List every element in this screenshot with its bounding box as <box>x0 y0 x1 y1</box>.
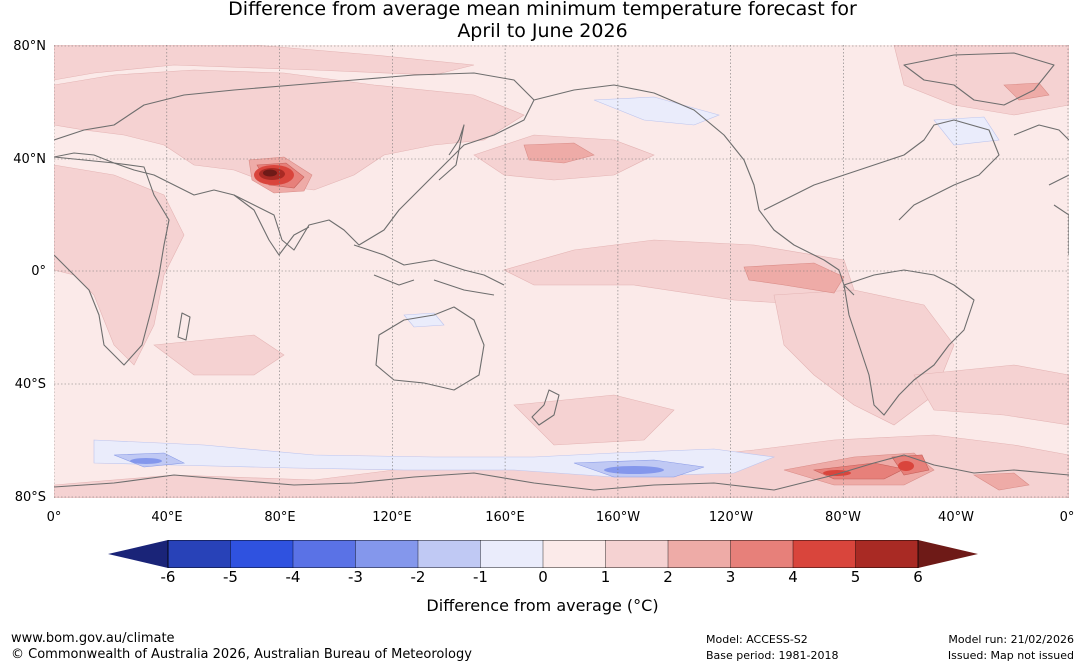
coastline-japan <box>438 124 465 181</box>
colorbar-segment <box>292 540 357 568</box>
hotspot-tibet-core <box>263 169 277 177</box>
lat-label-80s: 80°S <box>14 490 46 505</box>
colorbar-tick-label: 1 <box>600 568 611 586</box>
lon-label-0-east: 0° <box>1059 510 1075 525</box>
anomaly-east-pacific-core <box>743 262 845 294</box>
colorbar-tick-label: 2 <box>663 568 673 586</box>
colorbar-segment <box>417 540 482 568</box>
colorbar-tick-label: 0 <box>538 568 548 586</box>
lon-label-120w: 120°W <box>708 510 754 525</box>
colorbar <box>108 540 978 568</box>
coastline-madagascar <box>177 312 191 341</box>
coastline-greenland <box>903 52 1055 106</box>
colorbar-segment <box>667 540 732 568</box>
website-link[interactable]: www.bom.gov.au/climate <box>11 631 175 646</box>
colorbar-tick-label: -2 <box>410 568 426 586</box>
issued-status: Issued: Map not issued <box>947 649 1074 662</box>
forecast-map[interactable] <box>54 45 1069 498</box>
colorbar-segment <box>855 540 919 568</box>
lon-label-120e: 120°E <box>372 510 412 525</box>
colorbar-label: Difference from average (°C) <box>426 596 659 615</box>
lon-label-0: 0° <box>46 510 62 525</box>
lat-label-80n: 80°N <box>13 39 46 54</box>
lat-label-40s: 40°S <box>14 377 46 392</box>
anomaly-southern-indian <box>153 334 285 376</box>
coastline-africa <box>54 156 170 366</box>
colorbar-tick-label: 3 <box>725 568 736 586</box>
colorbar-segment <box>480 540 544 568</box>
lon-label-160e: 160°E <box>485 510 525 525</box>
base-period: Base period: 1981-2018 <box>706 649 839 662</box>
lat-label-40n: 40°N <box>13 152 46 167</box>
colorbar-tick-label: 5 <box>850 568 861 586</box>
coastline-antarctica <box>54 454 1069 491</box>
colorbar-tick-label: -5 <box>223 568 238 586</box>
anomaly-south-atlantic <box>913 364 1069 426</box>
colorbar-tick-label: -1 <box>473 568 488 586</box>
anomaly-east-of-nz <box>513 394 675 446</box>
anomaly-europe-asia <box>54 69 525 191</box>
colorbar-tick-label: -6 <box>160 568 176 586</box>
copyright-text: © Commonwealth of Australia 2026, Austra… <box>11 647 472 662</box>
map-title-line-1: Difference from average mean minimum tem… <box>228 0 857 20</box>
colorbar-segment <box>792 540 857 568</box>
colorbar-segment <box>730 540 794 568</box>
colorbar-tick-label: -3 <box>348 568 363 586</box>
anomaly-africa <box>54 164 185 366</box>
coastline-new-zealand <box>531 389 560 426</box>
anomaly-antarctic-ring <box>54 434 1069 498</box>
coastline-north-america <box>533 84 1000 296</box>
colorbar-segment <box>605 540 669 568</box>
colorbar-low-extend <box>108 540 168 568</box>
anomaly-hudson <box>1003 82 1050 101</box>
hotspot-weddell-5 <box>898 461 914 471</box>
lat-label-equator: 0° <box>31 264 46 279</box>
lon-label-80e: 80°E <box>264 510 296 525</box>
anomaly-south-atlantic-ice <box>972 472 1030 491</box>
colorbar-tick-label: 6 <box>913 568 923 586</box>
lon-label-40e: 40°E <box>151 510 183 525</box>
colorbar-tick-label: 4 <box>788 568 798 586</box>
coastline-australia <box>375 306 485 391</box>
lon-label-80w: 80°W <box>825 510 861 525</box>
anomaly-cold-australia <box>403 312 445 328</box>
colorbar-tick-label: -4 <box>285 568 301 586</box>
colorbar-segment <box>167 540 232 568</box>
anomaly-cold-labrador <box>933 116 1000 146</box>
anomaly-cold-indian-deep <box>130 458 162 464</box>
anomaly-cold-pacific-deep <box>604 466 664 474</box>
coastline-maritime <box>353 244 505 296</box>
colorbar-segment <box>542 540 607 568</box>
map-title-line-2: April to June 2026 <box>457 20 628 42</box>
colorbar-segment <box>230 540 294 568</box>
coastline-eurasia <box>54 72 535 251</box>
coastline-south-america <box>843 269 975 416</box>
coastline-europe-west <box>1013 124 1069 255</box>
lon-label-160w: 160°W <box>595 510 641 525</box>
anomaly-south-america <box>773 289 955 426</box>
colorbar-segment <box>355 540 419 568</box>
coastline-india <box>233 194 310 256</box>
model-run-date: Model run: 21/02/2026 <box>948 633 1074 646</box>
colorbar-high-extend <box>918 540 978 568</box>
anomaly-arctic-east <box>54 45 475 81</box>
model-name: Model: ACCESS-S2 <box>706 633 808 646</box>
lon-label-40w: 40°W <box>938 510 974 525</box>
